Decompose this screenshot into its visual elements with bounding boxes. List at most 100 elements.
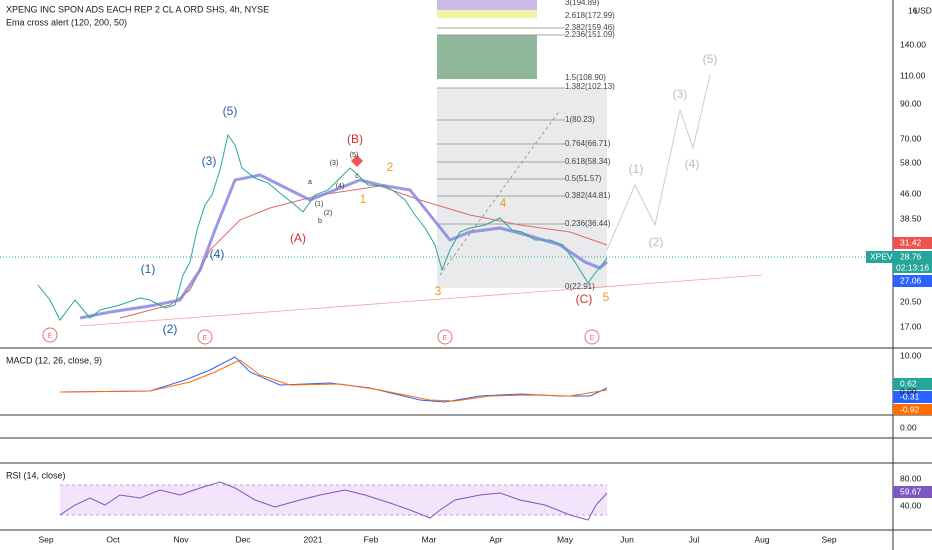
fib-label: 2.382(159.46) — [565, 23, 615, 32]
price-axis-label: 20.50 — [900, 296, 922, 306]
projection — [606, 74, 711, 251]
low-tag-bg — [893, 275, 932, 287]
price-axis-label: 46.00 — [900, 188, 922, 198]
countdown-tag: 02:13:16 — [896, 262, 929, 272]
symbol-tag: XPEV — [870, 251, 893, 261]
minor-wave-label: (1) — [315, 201, 324, 208]
wave-label: 4 — [500, 196, 507, 210]
time-axis-label: Sep — [821, 534, 836, 544]
minor-wave-label: (4) — [336, 183, 345, 190]
fib-label: 0.5(51.57) — [565, 174, 602, 183]
symbol-tag-bg — [866, 251, 893, 263]
time-axis-label: Sep — [38, 534, 53, 544]
minor-wave-label: b — [318, 218, 322, 225]
fib-label: 2.618(172.99) — [565, 11, 615, 20]
wave-label: (3) — [673, 87, 688, 101]
fib-label: 2.236(151.09) — [565, 30, 615, 39]
signal-line — [59, 359, 608, 402]
macd-tag: 0.62 — [900, 378, 917, 388]
indicator-label: Ema cross alert (120, 200, 50) — [6, 17, 127, 27]
price-axis-label: 16 — [908, 5, 918, 15]
ema-tag-bg — [893, 237, 932, 249]
fib-label: 0(22.91) — [565, 282, 595, 291]
ema-blue — [79, 173, 608, 320]
macd-label: MACD (12, 26, close, 9) — [6, 355, 102, 365]
wave-label: (2) — [163, 322, 178, 336]
price-axis-label: 17.00 — [900, 321, 922, 331]
time-axis-label: Nov — [173, 534, 189, 544]
time-axis-label: Aug — [754, 534, 769, 544]
fib-label: 1.5(108.90) — [565, 73, 606, 82]
symbol-title: XPENG INC SPON ADS EACH REP 2 CL A ORD S… — [6, 4, 269, 14]
fib-lines — [437, 27, 565, 225]
wave-label: (1) — [629, 162, 644, 176]
event-marker — [197, 329, 213, 345]
rsi-tag-bg — [893, 486, 932, 498]
fib-zone — [437, 88, 607, 288]
fib-label: 1.382(102.13) — [565, 82, 615, 91]
time-axis-label: May — [557, 534, 574, 544]
fib-label: 3(194.89) — [565, 0, 600, 7]
event-label: E — [443, 335, 448, 342]
price-axis-label: 70.00 — [900, 133, 922, 143]
fib-zone-green — [437, 35, 537, 79]
price-axis-label: 140.00 — [900, 39, 926, 49]
rsi-tag: 59.67 — [900, 486, 922, 496]
low-tag: 27.06 — [900, 275, 922, 285]
wave-label: (4) — [685, 157, 700, 171]
event-marker — [42, 327, 58, 343]
macd-tag: -0.31 — [900, 391, 920, 401]
wave-label: (1) — [141, 262, 156, 276]
wave-label: (5) — [223, 104, 238, 118]
wave-label: (C) — [576, 292, 593, 306]
wave-label: (5) — [703, 52, 718, 66]
macd-axis-label: 0.00 — [900, 386, 917, 396]
fib-zone-yellow — [437, 10, 537, 18]
time-axis-label: Jul — [689, 534, 700, 544]
trendline — [79, 274, 763, 327]
rsi-band — [60, 485, 607, 515]
wave-label: 5 — [603, 290, 610, 304]
rsi-axis-label: 40.00 — [900, 500, 922, 510]
time-axis-label: Feb — [364, 534, 379, 544]
ema-tag: 31.42 — [900, 237, 922, 247]
macd-tag-bg — [893, 391, 932, 403]
event-label: E — [203, 335, 208, 342]
pane2-axis-label: 0.00 — [900, 422, 917, 432]
fib-zone-purple — [437, 0, 537, 10]
event-marker — [584, 329, 600, 345]
price-axis-label: 110.00 — [900, 70, 926, 80]
time-axis-label: Apr — [489, 534, 502, 544]
currency: USD — [914, 5, 932, 15]
wave-label: (4) — [210, 247, 225, 261]
alert-marker — [351, 155, 363, 167]
fib-label: 0.764(66.71) — [565, 139, 611, 148]
macd-tag-bg — [893, 404, 932, 415]
wave-label: (3) — [202, 154, 217, 168]
fib-label: 0.236(36.44) — [565, 219, 611, 228]
time-axis-label: 2021 — [304, 534, 323, 544]
time-axis-label: Oct — [106, 534, 120, 544]
price-axis-label: 90.00 — [900, 98, 922, 108]
wave-label: 3 — [435, 284, 442, 298]
time-axis-label: Dec — [235, 534, 251, 544]
wave-label: 1 — [360, 192, 367, 206]
last-tag-bg — [893, 251, 932, 273]
minor-wave-label: c — [355, 173, 359, 180]
price-line — [37, 133, 608, 321]
fib-label: 0.382(44.81) — [565, 191, 611, 200]
minor-wave-label: (3) — [330, 160, 339, 167]
fib-label: 0.618(58.34) — [565, 157, 611, 166]
rsi-line — [59, 481, 608, 521]
wave-label: 2 — [387, 160, 394, 174]
event-label: E — [590, 335, 595, 342]
price-axis-label: 58.00 — [900, 157, 922, 167]
macd-axis-label: 10.00 — [900, 350, 922, 360]
fib-label: 1(80.23) — [565, 115, 595, 124]
time-axis-label: Mar — [422, 534, 437, 544]
last-price-tag: 28.76 — [900, 251, 922, 261]
minor-wave-label: (2) — [324, 210, 333, 217]
price-axis-label: 38.50 — [900, 213, 922, 223]
